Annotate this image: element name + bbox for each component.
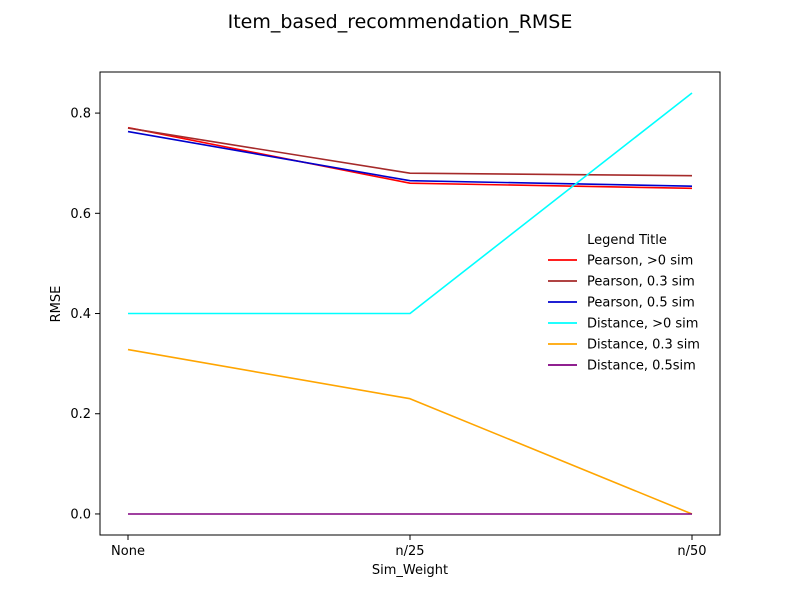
x-tick-label: None <box>111 544 145 559</box>
legend-label: Pearson, 0.5 sim <box>587 296 695 311</box>
y-tick-label: 0.4 <box>70 307 91 322</box>
legend-title: Legend Title <box>587 233 667 248</box>
plot-area <box>127 92 693 515</box>
y-tick-label: 0.8 <box>70 107 91 122</box>
y-tick-label: 0.6 <box>70 207 91 222</box>
y-tick-label: 0.2 <box>70 407 91 422</box>
series-line-1 <box>127 127 693 177</box>
legend-label: Distance, 0.5sim <box>587 359 696 374</box>
y-tick-label: 0.0 <box>70 507 91 522</box>
legend: Legend Title Pearson, >0 sim Pearson, 0.3… <box>548 233 700 374</box>
y-axis: 0.0 0.2 0.4 0.6 0.8 <box>70 107 100 522</box>
legend-label: Distance, >0 sim <box>587 317 698 332</box>
x-axis-label: Sim_Weight <box>372 563 448 578</box>
legend-label: Pearson, 0.3 sim <box>587 275 695 290</box>
y-axis-label: RMSE <box>49 286 64 323</box>
x-axis: None n/25 n/50 <box>111 535 707 559</box>
series-line-3 <box>128 92 693 315</box>
series-line-0 <box>127 126 693 190</box>
legend-label: Pearson, >0 sim <box>587 254 693 269</box>
legend-label: Distance, 0.3 sim <box>587 338 700 353</box>
x-tick-label: n/25 <box>395 544 424 559</box>
series-line-4 <box>127 348 693 515</box>
x-tick-label: n/50 <box>677 544 706 559</box>
series-line-2 <box>127 130 693 187</box>
chart-title: Item_based_recommendation_RMSE <box>228 11 573 33</box>
